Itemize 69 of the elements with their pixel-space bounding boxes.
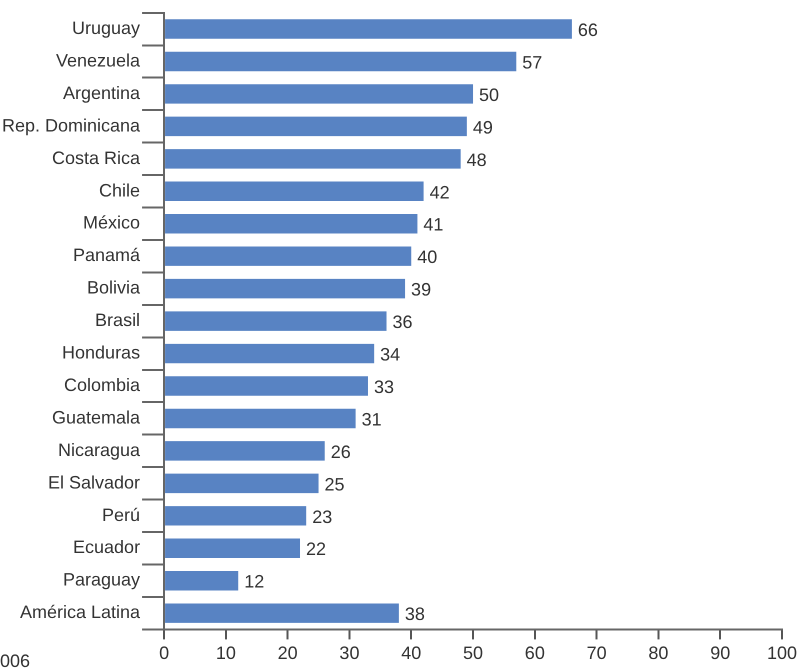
y-tick-label: Venezuela	[56, 50, 142, 70]
data-label: 48	[466, 150, 487, 170]
bar	[165, 538, 300, 558]
data-label: 41	[423, 214, 444, 235]
y-tick-label: Ecuador	[73, 537, 140, 558]
bar	[165, 311, 387, 331]
data-label: 31	[362, 409, 382, 430]
bar	[165, 84, 474, 104]
y-tick-label: Uruguay	[72, 18, 140, 38]
x-tick-label: 10	[216, 643, 236, 664]
data-label: 23	[312, 506, 332, 527]
y-tick-label: Rep. Dominicana	[2, 115, 142, 136]
bar	[165, 441, 325, 461]
bar	[165, 246, 412, 266]
y-tick-label: Honduras	[62, 342, 140, 363]
text: 006	[0, 651, 30, 669]
x-tick-label: 90	[710, 643, 730, 664]
y-tick-label: América Latina	[20, 602, 142, 622]
data-label: 49	[472, 117, 493, 138]
y-tick-label: Colombia	[64, 374, 142, 395]
data-label: 39	[411, 280, 432, 300]
x-tick-label: 0	[159, 643, 170, 664]
data-label: 36	[392, 312, 413, 332]
bar	[165, 116, 467, 136]
x-tick-label: 50	[463, 643, 484, 664]
y-tick-label: Guatemala	[52, 407, 142, 428]
data-label: 34	[380, 344, 400, 365]
data-label: 25	[324, 474, 345, 494]
x-tick-label: 40	[401, 643, 422, 664]
y-tick-label: Paraguay	[63, 570, 140, 590]
x-tick-label: 30	[339, 643, 360, 664]
y-tick-label: Nicaragua	[58, 440, 142, 460]
x-tick-label: 20	[278, 643, 298, 664]
y-tick-label: Perú	[102, 504, 140, 525]
data-label: 40	[417, 247, 438, 268]
bar	[165, 214, 418, 234]
bar	[165, 408, 356, 428]
bar	[165, 278, 406, 298]
bar	[165, 149, 461, 169]
bar	[165, 344, 374, 364]
bar	[165, 376, 368, 396]
bar	[165, 19, 572, 39]
data-label: 26	[330, 442, 351, 462]
y-tick-label: Chile	[99, 180, 140, 200]
x-tick-label: 60	[524, 643, 545, 664]
data-label: 66	[578, 20, 598, 40]
data-label: 50	[479, 84, 500, 105]
bar	[165, 506, 306, 526]
data-label: 22	[306, 539, 326, 560]
bar	[165, 603, 399, 623]
x-tick-label: 80	[648, 643, 668, 664]
y-tick-label: México	[83, 212, 140, 233]
data-label: 12	[244, 572, 264, 592]
y-tick-label: Brasil	[95, 310, 140, 330]
bar	[165, 570, 238, 590]
x-tick-label: 100	[766, 643, 798, 664]
x-tick-label: 70	[586, 643, 607, 664]
data-label: 42	[430, 182, 450, 202]
y-tick-label: Argentina	[63, 82, 142, 103]
data-label: 57	[522, 52, 542, 72]
data-label: 38	[404, 604, 425, 624]
y-tick-label: Costa Rica	[52, 148, 142, 168]
bar	[165, 182, 424, 202]
data-label: 33	[374, 376, 394, 397]
bar	[165, 474, 319, 494]
bar	[165, 52, 516, 72]
y-tick-label: El Salvador	[48, 472, 140, 492]
y-tick-label: Panamá	[73, 245, 142, 266]
y-tick-label: Bolivia	[87, 278, 142, 298]
